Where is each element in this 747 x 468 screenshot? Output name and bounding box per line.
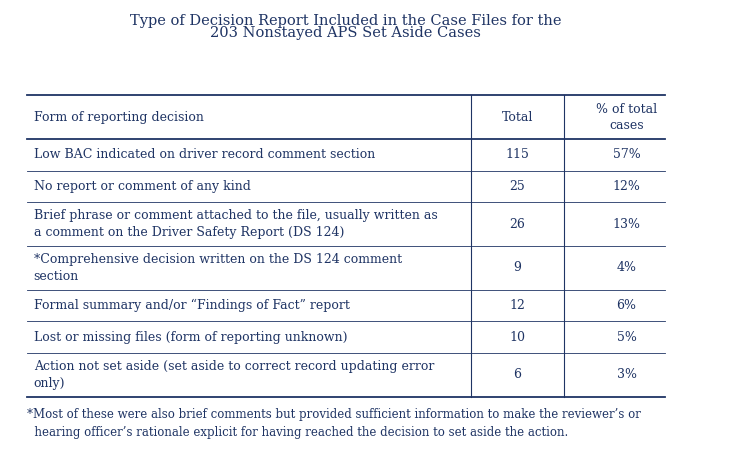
Text: Type of Decision Report Included in the Case Files for the: Type of Decision Report Included in the … <box>130 15 562 29</box>
Text: 115: 115 <box>506 148 530 161</box>
Text: Action not set aside (set aside to correct record updating error
only): Action not set aside (set aside to corre… <box>34 360 434 390</box>
Text: 10: 10 <box>509 330 525 344</box>
Text: 6: 6 <box>513 368 521 381</box>
Text: Brief phrase or comment attached to the file, usually written as
a comment on th: Brief phrase or comment attached to the … <box>34 209 438 239</box>
Text: Form of reporting decision: Form of reporting decision <box>34 111 203 124</box>
Text: *Most of these were also brief comments but provided sufficient information to m: *Most of these were also brief comments … <box>27 409 641 439</box>
Text: Total: Total <box>502 111 533 124</box>
Text: 6%: 6% <box>616 299 636 312</box>
Text: % of total
cases: % of total cases <box>596 103 657 132</box>
Text: 13%: 13% <box>613 218 641 231</box>
Text: 9: 9 <box>513 262 521 275</box>
Text: 12%: 12% <box>613 180 640 193</box>
Text: 25: 25 <box>509 180 525 193</box>
Text: 26: 26 <box>509 218 525 231</box>
Text: No report or comment of any kind: No report or comment of any kind <box>34 180 250 193</box>
Text: Low BAC indicated on driver record comment section: Low BAC indicated on driver record comme… <box>34 148 375 161</box>
Text: 3%: 3% <box>616 368 636 381</box>
Text: 4%: 4% <box>616 262 636 275</box>
Text: 5%: 5% <box>616 330 636 344</box>
Text: 12: 12 <box>509 299 525 312</box>
Text: 203 Nonstayed APS Set Aside Cases: 203 Nonstayed APS Set Aside Cases <box>211 26 481 40</box>
Text: *Comprehensive decision written on the DS 124 comment
section: *Comprehensive decision written on the D… <box>34 253 402 283</box>
Text: Formal summary and/or “Findings of Fact” report: Formal summary and/or “Findings of Fact”… <box>34 299 350 312</box>
Text: Lost or missing files (form of reporting unknown): Lost or missing files (form of reporting… <box>34 330 347 344</box>
Text: 57%: 57% <box>613 148 640 161</box>
